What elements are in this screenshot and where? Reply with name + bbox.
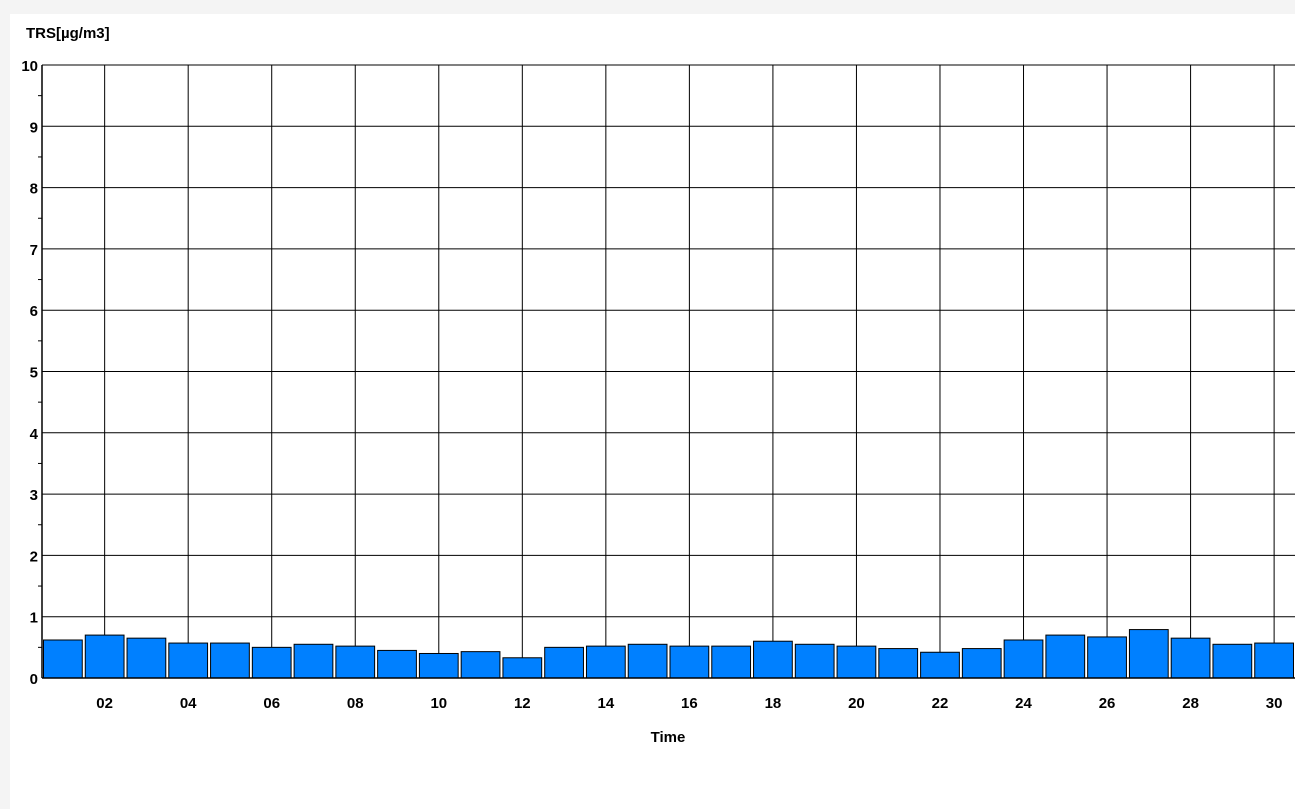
- bar-07: [293, 643, 334, 679]
- y-tick-label: 7: [30, 242, 38, 259]
- bar-21: [878, 648, 919, 679]
- bar-19: [794, 643, 835, 679]
- y-tick-label: 2: [30, 548, 38, 565]
- bar-05: [210, 642, 250, 679]
- x-tick-label: 08: [347, 695, 364, 712]
- y-tick-label: 0: [30, 671, 38, 688]
- bar-29: [1212, 643, 1253, 679]
- bar-26: [1087, 636, 1127, 679]
- bar-16: [669, 645, 710, 679]
- y-tick-labels: 0 1 2 3 4 5 6 7 8 9 10: [21, 58, 38, 688]
- bar-02: [84, 634, 125, 679]
- y-tick-label: 6: [30, 303, 38, 320]
- x-tick-label: 24: [1015, 695, 1032, 712]
- x-tick-label: 14: [598, 695, 615, 712]
- x-tick-label: 02: [96, 695, 113, 712]
- bar-25: [1045, 634, 1086, 679]
- bar-10: [418, 652, 459, 679]
- bar-13: [544, 646, 584, 679]
- y-tick-label: 8: [30, 181, 38, 198]
- bar-03: [126, 637, 167, 679]
- x-tick-label: 04: [180, 695, 197, 712]
- bar-09: [377, 649, 417, 679]
- bar-series: [43, 629, 1294, 679]
- bar-01: [43, 639, 83, 679]
- grid-lines: [42, 64, 1295, 678]
- x-tick-label: 16: [681, 695, 698, 712]
- x-tick-label: 22: [932, 695, 949, 712]
- bar-11: [460, 651, 501, 679]
- bar-27: [1128, 629, 1169, 679]
- x-tick-label: 30: [1266, 695, 1283, 712]
- bar-04: [168, 642, 209, 679]
- x-axis-title: Time: [651, 729, 686, 746]
- y-tick-label: 1: [30, 610, 38, 627]
- x-tick-labels: 02 04 06 08 10 12 14 16 18 20 22 24 26 28 30: [96, 695, 1282, 712]
- axes: [38, 65, 1295, 679]
- bar-17: [711, 645, 752, 679]
- x-tick-label: 20: [848, 695, 865, 712]
- bar-18: [753, 640, 793, 679]
- x-tick-label: 10: [430, 695, 447, 712]
- bar-15: [627, 643, 668, 679]
- bar-20: [836, 645, 877, 679]
- y-tick-label: 10: [21, 58, 38, 75]
- y-tick-label: 9: [30, 119, 38, 136]
- bar-22: [920, 651, 960, 679]
- y-axis-title: TRS[µg/m3]: [26, 25, 110, 42]
- bar-23: [961, 648, 1002, 679]
- x-tick-label: 28: [1182, 695, 1199, 712]
- bar-08: [335, 645, 376, 679]
- y-tick-label: 5: [30, 365, 38, 382]
- x-tick-label: 18: [765, 695, 782, 712]
- bar-30: [1254, 642, 1294, 679]
- y-tick-label: 4: [30, 426, 39, 443]
- bar-12: [502, 657, 543, 679]
- y-tick-label: 3: [30, 487, 38, 504]
- bar-06: [251, 646, 292, 679]
- bar-28: [1170, 637, 1211, 679]
- bar-14: [585, 645, 626, 679]
- bar-24: [1003, 639, 1044, 679]
- x-tick-label: 26: [1099, 695, 1116, 712]
- x-tick-label: 06: [263, 695, 280, 712]
- x-tick-label: 12: [514, 695, 531, 712]
